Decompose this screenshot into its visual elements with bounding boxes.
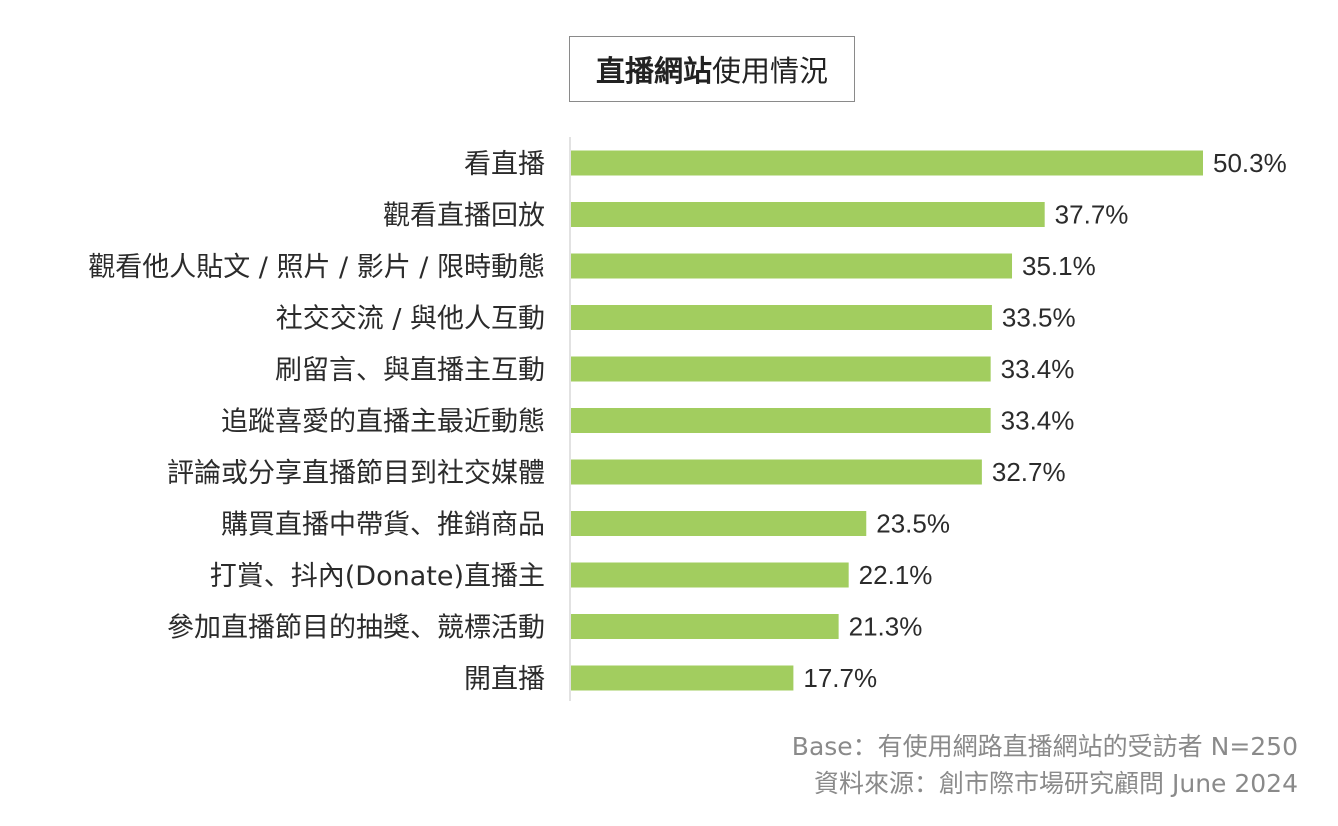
category-label: 購買直播中帶貨、推銷商品 (221, 510, 545, 541)
value-label: 17.7% (803, 663, 877, 693)
category-label: 參加直播節目的抽獎、競標活動 (167, 613, 545, 644)
value-label: 37.7% (1055, 200, 1129, 230)
bar (571, 459, 982, 485)
value-label: 21.3% (849, 612, 923, 642)
value-label: 33.4% (1001, 354, 1075, 384)
bar (571, 253, 1013, 279)
chart-title-rest: 使用情況 (712, 54, 829, 88)
value-label: 22.1% (859, 560, 933, 590)
category-label: 看直播 (464, 149, 545, 180)
footer-source: 資料來源：創市際市場研究顧問 June 2024 (814, 769, 1298, 798)
value-label: 23.5% (876, 509, 950, 539)
category-label: 社交交流 / 與他人互動 (276, 304, 545, 335)
value-label: 33.5% (1002, 303, 1076, 333)
bar (571, 356, 991, 382)
bar (571, 150, 1203, 176)
chart-title-bold: 直播網站 (595, 54, 712, 88)
category-label: 刷留言、與直播主互動 (275, 355, 545, 386)
bar (571, 511, 867, 536)
category-label: 評論或分享直播節目到社交媒體 (167, 458, 545, 489)
category-label: 打賞、抖內(Donate)直播主 (210, 561, 545, 592)
bar (571, 614, 839, 639)
category-label: 觀看他人貼文 / 照片 / 影片 / 限時動態 (88, 252, 545, 283)
chart-title: 直播網站 使用情況 (569, 36, 855, 102)
value-label: 35.1% (1022, 251, 1096, 281)
bar (571, 202, 1045, 227)
bar (571, 665, 794, 691)
bar (571, 305, 992, 330)
category-label: 開直播 (464, 664, 545, 695)
category-label: 觀看直播回放 (383, 201, 545, 232)
bar (571, 562, 849, 588)
value-label: 32.7% (992, 457, 1066, 487)
value-label: 50.3% (1213, 148, 1287, 178)
bar (571, 408, 991, 433)
footer-base: Base：有使用網路直播網站的受訪者 N=250 (791, 732, 1298, 761)
category-label: 追蹤喜愛的直播主最近動態 (221, 407, 545, 438)
value-label: 33.4% (1001, 406, 1075, 436)
